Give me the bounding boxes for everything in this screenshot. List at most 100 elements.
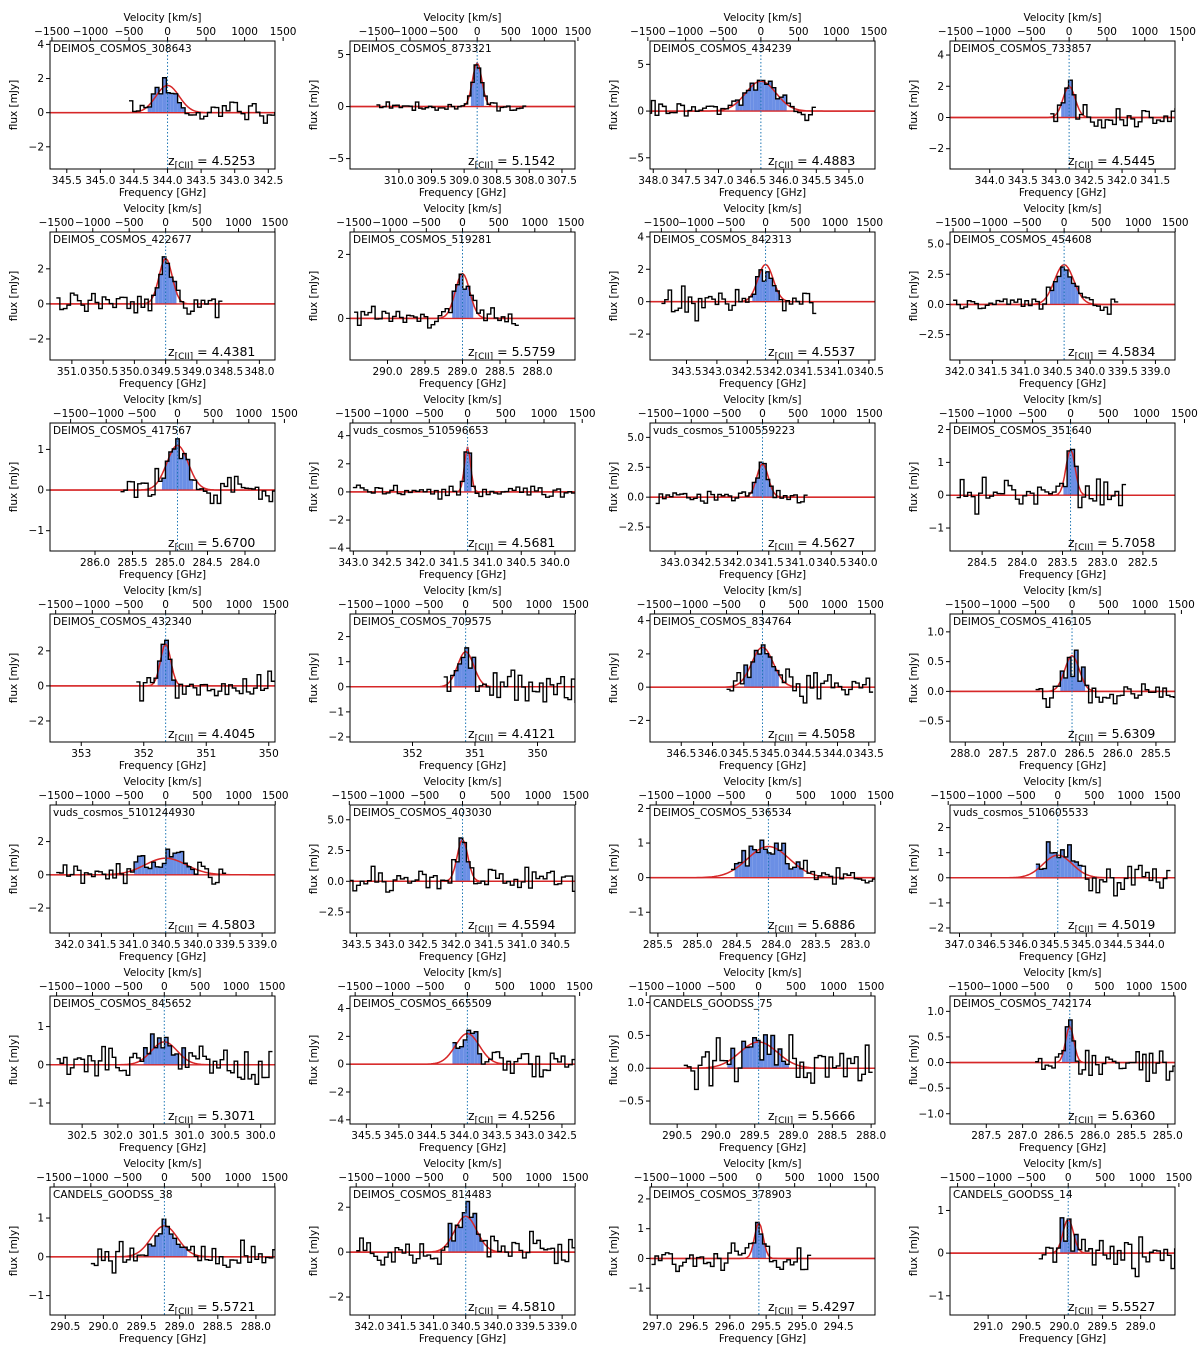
line-fill <box>165 263 170 304</box>
y-tick-label: −5 <box>329 153 344 165</box>
spectrum-step <box>56 256 223 319</box>
plot-area <box>50 41 275 169</box>
line-fill <box>761 644 765 688</box>
spectrum-step <box>120 438 275 505</box>
x-tick-label: 284.0 <box>230 557 260 569</box>
line-fill <box>455 1225 459 1253</box>
line-fill <box>480 82 484 107</box>
velocity-axis-label: Velocity [km/s] <box>1023 776 1101 788</box>
x-tick-label: 287.0 <box>1008 1130 1038 1142</box>
velocity-tick-label: 500 <box>192 790 212 802</box>
x-tick-label: 348.0 <box>638 175 668 187</box>
y-tick-label: −4 <box>329 543 345 555</box>
source-name: DEIMOS_COSMOS_742174 <box>953 998 1092 1010</box>
x-tick-label: 348.0 <box>244 366 274 378</box>
x-tick-label: 296.0 <box>715 1321 745 1333</box>
velocity-tick-label: −500 <box>707 981 736 993</box>
x-tick-label: 350.5 <box>88 366 118 378</box>
velocity-tick-label: 0 <box>759 408 766 420</box>
velocity-tick-label: 1000 <box>531 26 558 38</box>
x-tick-label: 342.5 <box>547 1130 577 1142</box>
line-fill <box>1072 94 1076 118</box>
velocity-tick-label: 500 <box>1084 790 1104 802</box>
velocity-tick-label: 0 <box>459 790 466 802</box>
velocity-tick-label: 500 <box>1091 217 1111 229</box>
x-tick-label: 342.5 <box>372 557 402 569</box>
gaussian-fit <box>350 446 575 493</box>
line-fill <box>451 1240 456 1253</box>
x-axis-label: Frequency [GHz] <box>419 1142 506 1154</box>
y-tick-label: 1.0 <box>927 626 944 638</box>
line-fill <box>1060 267 1065 305</box>
line-fill <box>154 1047 158 1065</box>
axes-frame <box>949 1186 1176 1316</box>
velocity-tick-label: −1000 <box>73 26 109 38</box>
x-tick-label: 347.5 <box>671 175 701 187</box>
x-axis-label: Frequency [GHz] <box>1019 569 1106 581</box>
y-tick-label: 2 <box>637 803 644 815</box>
line-fill <box>458 1227 463 1253</box>
line-fill <box>171 680 176 686</box>
line-fill <box>155 866 159 875</box>
x-tick-label: 341.5 <box>86 939 116 951</box>
line-fill <box>799 868 804 878</box>
x-tick-label: 289.0 <box>1126 1321 1156 1333</box>
x-tick-label: 344.0 <box>153 175 183 187</box>
x-tick-label: 307.5 <box>547 175 577 187</box>
y-axis-label: flux [mJy] <box>608 1035 620 1086</box>
y-tick-label: −2.5 <box>619 522 645 534</box>
line-fill <box>1060 849 1065 878</box>
line-fill <box>1064 270 1068 305</box>
line-fill <box>755 478 760 498</box>
x-tick-label: 290.0 <box>1049 1321 1079 1333</box>
velocity-tick-label: 500 <box>790 217 810 229</box>
y-tick-label: 2 <box>37 73 44 85</box>
spectrum-step <box>443 647 575 704</box>
x-tick-label: 352 <box>134 748 154 760</box>
velocity-tick-label: 0 <box>162 790 169 802</box>
x-tick-label: 285.5 <box>1116 1130 1146 1142</box>
line-fill <box>165 461 169 491</box>
line-fill <box>155 87 159 113</box>
plot-area <box>650 996 875 1124</box>
line-fill <box>466 1030 471 1065</box>
x-tick-label: 340.5 <box>506 557 536 569</box>
line-fill <box>742 92 747 112</box>
x-tick-label: 300.0 <box>246 1130 276 1142</box>
line-fill <box>173 853 177 875</box>
velocity-tick-label: 0 <box>1067 408 1074 420</box>
source-name: CANDELS_GOODSS_38 <box>53 1189 173 1201</box>
redshift-label: z[CII] = 4.5627 <box>768 535 855 553</box>
redshift-label: z[CII] = 5.3071 <box>168 1108 255 1126</box>
y-axis-label: flux [mJy] <box>8 653 20 704</box>
velocity-tick-label: 1000 <box>225 217 252 229</box>
redshift-label: z[CII] = 5.5666 <box>768 1108 855 1126</box>
y-tick-label: 4 <box>37 39 44 51</box>
line-fill <box>734 863 739 878</box>
line-fill <box>1035 864 1040 878</box>
velocity-tick-label: 500 <box>492 1172 512 1184</box>
velocity-tick-label: −1000 <box>668 26 704 38</box>
y-tick-label: −0.5 <box>619 1096 645 1108</box>
line-fill <box>1067 657 1071 692</box>
velocity-tick-label: −1000 <box>983 981 1019 993</box>
x-tick-label: 341.0 <box>419 1321 449 1333</box>
y-tick-label: −2.5 <box>919 329 945 341</box>
line-fill <box>775 670 779 688</box>
line-fill <box>755 276 760 302</box>
y-tick-label: 0 <box>637 106 644 118</box>
y-tick-label: 4 <box>937 50 944 62</box>
y-tick-label: 1.0 <box>927 1006 944 1018</box>
x-tick-label: 342.0 <box>722 557 752 569</box>
line-fill <box>466 286 470 319</box>
plot-area <box>50 614 275 742</box>
velocity-tick-label: 0 <box>1066 981 1073 993</box>
velocity-tick-label: −1500 <box>338 1172 374 1184</box>
y-tick-label: 0 <box>37 485 44 497</box>
velocity-axis-label: Velocity [km/s] <box>423 203 501 215</box>
x-axis-label: Frequency [GHz] <box>719 1142 806 1154</box>
line-fill <box>768 657 772 688</box>
redshift-label: z[CII] = 4.5803 <box>168 917 255 935</box>
source-name: vuds_cosmos_5100559223 <box>653 425 795 437</box>
velocity-tick-label: 1000 <box>225 1172 252 1184</box>
